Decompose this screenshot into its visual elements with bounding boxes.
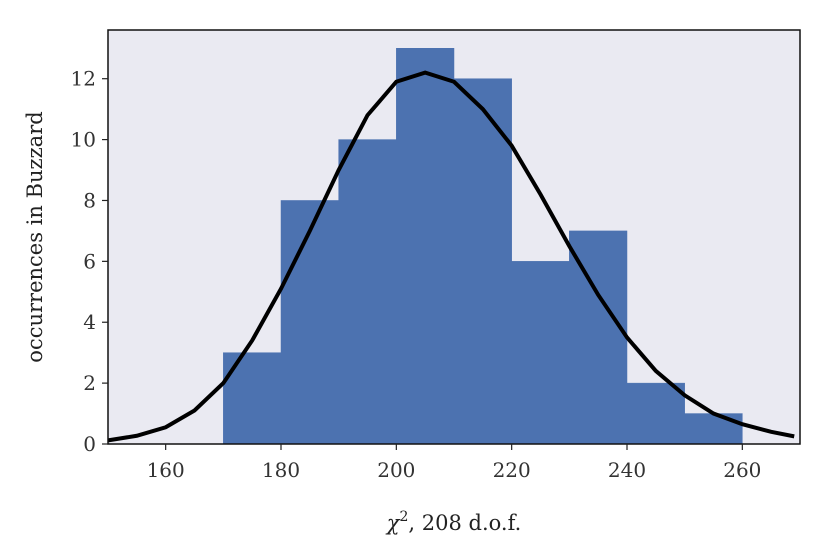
plot-frame	[107, 29, 801, 445]
histogram-bar	[511, 261, 570, 445]
x-tick-label: 180	[262, 458, 300, 482]
x-axis-label: χ2, 208 d.o.f.	[385, 509, 522, 535]
y-tick-label: 12	[71, 67, 96, 91]
y-tick-label: 10	[71, 128, 96, 152]
histogram-bars	[223, 48, 743, 445]
histogram-bar	[569, 230, 628, 445]
histogram-bar	[280, 200, 339, 445]
fitted-curve	[107, 70, 795, 443]
histogram-bar	[223, 352, 282, 445]
y-tick-label: 0	[83, 432, 96, 456]
y-tick-label: 2	[83, 371, 96, 395]
y-axis-label: occurrences in Buzzard	[23, 111, 47, 362]
x-axis-label-symbol: χ	[385, 511, 401, 535]
x-tick-label: 220	[493, 458, 531, 482]
histogram-bar	[684, 413, 743, 445]
x-axis-label-superscript: 2	[399, 509, 408, 525]
x-axis-ticks: 160 180 200 220 240 260	[147, 444, 761, 482]
y-tick-label: 4	[83, 310, 96, 334]
histogram-bar	[396, 48, 455, 445]
y-tick-label: 6	[83, 249, 96, 273]
x-tick-label: 160	[147, 458, 185, 482]
x-tick-label: 260	[723, 458, 761, 482]
x-tick-label: 240	[608, 458, 646, 482]
x-axis-label-rest: , 208 d.o.f.	[408, 511, 521, 535]
x-tick-label: 200	[377, 458, 415, 482]
histogram-bar	[626, 382, 685, 445]
y-axis-ticks: 0 2 4 6 8 10 12	[71, 67, 108, 456]
y-tick-label: 8	[83, 188, 96, 212]
histogram-bar	[338, 139, 397, 445]
